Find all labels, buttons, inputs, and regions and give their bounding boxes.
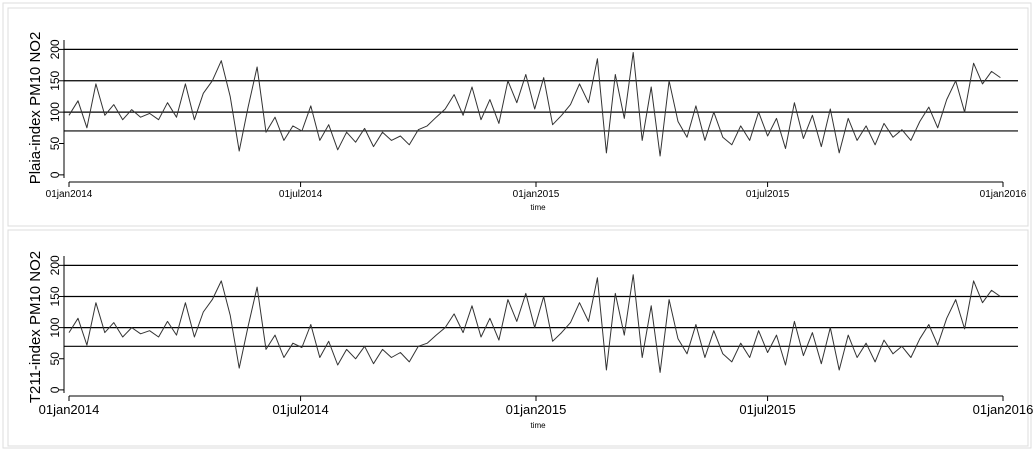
x-tick-label: 01jan2015 [506, 402, 567, 417]
x-tick-label: 01jan2014 [39, 402, 100, 417]
y-tick-label: 150 [48, 70, 62, 90]
x-tick-label: 01jul2015 [739, 402, 795, 417]
panel-frame [7, 7, 1029, 227]
y-axis-label: Plaia-index PM10 NO2 [27, 32, 44, 185]
x-axis-label: time [530, 203, 546, 212]
x-tick-label: 01jan2014 [46, 189, 93, 200]
x-tick-label: 01jan2016 [980, 189, 1027, 200]
x-tick-label: 01jan2016 [973, 402, 1034, 417]
chart-panel-t211: T211-index PM10 NO2 time 0 50 100 150 200 01j… [7, 229, 1034, 447]
x-axis-label: time [530, 421, 546, 430]
y-axis-label: T211-index PM10 NO2 [27, 251, 44, 403]
y-tick-label: 50 [48, 352, 62, 366]
series-line [68, 274, 1001, 373]
x-tick-label: 01jul2015 [746, 189, 790, 200]
chart-panel-plaia: Plaia-index PM10 NO2 time 0 50 100 150 200 01… [7, 7, 1029, 227]
y-tick-label: 150 [48, 286, 62, 306]
x-tick-label: 01jan2015 [513, 189, 560, 200]
y-tick-label: 50 [48, 137, 62, 151]
panel-frame [7, 229, 1029, 447]
y-tick-label: 200 [48, 255, 62, 275]
x-tick-label: 01jul2014 [272, 402, 328, 417]
series-line [68, 52, 1001, 157]
y-tick-label: 100 [48, 317, 62, 337]
y-tick-label: 0 [48, 171, 62, 178]
y-tick-label: 200 [48, 39, 62, 59]
y-tick-label: 0 [48, 386, 62, 393]
y-tick-label: 100 [48, 102, 62, 122]
x-tick-label: 01jul2014 [279, 189, 323, 200]
